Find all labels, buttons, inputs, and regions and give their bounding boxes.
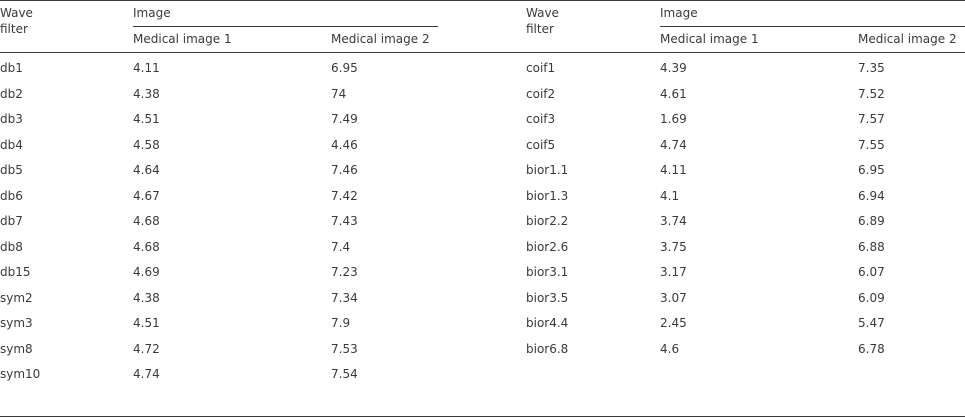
right-medical-image-2-cell: 6.94 <box>858 189 885 203</box>
left-wave-filter-cell: sym8 <box>0 342 33 356</box>
right-wave-filter-cell: coif5 <box>526 138 556 152</box>
right-wave-filter-cell: bior4.4 <box>526 316 569 330</box>
left-medical-image-2-header: Medical image 2 <box>331 32 430 46</box>
left-wave-filter-cell: db1 <box>0 61 23 75</box>
left-medical-image-2-cell: 7.34 <box>331 291 358 305</box>
right-wave-filter-cell: bior2.2 <box>526 214 569 228</box>
left-medical-image-1-cell: 4.72 <box>133 342 160 356</box>
right-medical-image-1-cell: 4.11 <box>660 163 687 177</box>
left-wave-filter-cell: db3 <box>0 112 23 126</box>
left-image-rule <box>133 26 438 27</box>
left-medical-image-2-cell: 7.9 <box>331 316 351 330</box>
left-medical-image-1-cell: 4.74 <box>133 367 160 381</box>
right-medical-image-2-cell: 7.55 <box>858 138 885 152</box>
left-medical-image-2-cell: 7.46 <box>331 163 358 177</box>
right-medical-image-1-cell: 4.61 <box>660 87 687 101</box>
right-wave-filter-cell: coif2 <box>526 87 556 101</box>
right-medical-image-2-cell: 6.09 <box>858 291 885 305</box>
right-medical-image-2-cell: 6.07 <box>858 265 885 279</box>
right-medical-image-1-cell: 4.1 <box>660 189 680 203</box>
left-medical-image-2-cell: 4.46 <box>331 138 358 152</box>
right-medical-image-1-cell: 1.69 <box>660 112 687 126</box>
left-medical-image-1-cell: 4.64 <box>133 163 160 177</box>
left-medical-image-2-cell: 7.23 <box>331 265 358 279</box>
right-wave-filter-cell: bior3.1 <box>526 265 569 279</box>
right-medical-image-1-cell: 3.75 <box>660 240 687 254</box>
left-image-header: Image <box>133 6 171 20</box>
right-wave-filter-cell: bior1.1 <box>526 163 569 177</box>
left-medical-image-1-cell: 4.51 <box>133 316 160 330</box>
right-medical-image-2-cell: 6.88 <box>858 240 885 254</box>
right-medical-image-1-cell: 4.6 <box>660 342 680 356</box>
left-medical-image-1-cell: 4.67 <box>133 189 160 203</box>
left-medical-image-2-cell: 74 <box>331 87 347 101</box>
right-medical-image-1-header: Medical image 1 <box>660 32 759 46</box>
left-filter-header: filter <box>0 22 28 36</box>
left-wave-filter-cell: db8 <box>0 240 23 254</box>
right-wave-filter-cell: bior2.6 <box>526 240 569 254</box>
right-wave-filter-cell: bior1.3 <box>526 189 569 203</box>
left-wave-header: Wave <box>0 6 33 20</box>
right-medical-image-2-cell: 6.95 <box>858 163 885 177</box>
left-wave-filter-cell: db4 <box>0 138 23 152</box>
left-wave-filter-cell: db6 <box>0 189 23 203</box>
left-medical-image-2-cell: 7.53 <box>331 342 358 356</box>
left-wave-filter-cell: db7 <box>0 214 23 228</box>
left-medical-image-2-cell: 7.54 <box>331 367 358 381</box>
left-medical-image-2-cell: 7.4 <box>331 240 351 254</box>
left-medical-image-1-cell: 4.69 <box>133 265 160 279</box>
right-wave-filter-cell: bior6.8 <box>526 342 569 356</box>
left-medical-image-1-cell: 4.38 <box>133 87 160 101</box>
left-medical-image-2-cell: 6.95 <box>331 61 358 75</box>
right-filter-header: filter <box>526 22 554 36</box>
left-medical-image-1-cell: 4.68 <box>133 214 160 228</box>
right-image-rule <box>660 26 965 27</box>
right-medical-image-2-cell: 7.35 <box>858 61 885 75</box>
header-bottom-rule <box>0 52 965 53</box>
right-medical-image-1-cell: 2.45 <box>660 316 687 330</box>
right-wave-filter-cell: coif1 <box>526 61 556 75</box>
right-wave-header: Wave <box>526 6 559 20</box>
right-medical-image-1-cell: 4.39 <box>660 61 687 75</box>
right-medical-image-1-cell: 3.17 <box>660 265 687 279</box>
right-medical-image-2-cell: 6.89 <box>858 214 885 228</box>
left-medical-image-1-cell: 4.11 <box>133 61 160 75</box>
right-medical-image-1-cell: 3.07 <box>660 291 687 305</box>
left-medical-image-1-header: Medical image 1 <box>133 32 232 46</box>
left-wave-filter-cell: db5 <box>0 163 23 177</box>
right-image-header: Image <box>660 6 698 20</box>
right-wave-filter-cell: coif3 <box>526 112 556 126</box>
left-medical-image-1-cell: 4.68 <box>133 240 160 254</box>
right-medical-image-2-cell: 7.52 <box>858 87 885 101</box>
right-wave-filter-cell: bior3.5 <box>526 291 569 305</box>
left-medical-image-1-cell: 4.38 <box>133 291 160 305</box>
bottom-rule <box>0 416 965 417</box>
left-medical-image-2-cell: 7.42 <box>331 189 358 203</box>
right-medical-image-2-cell: 6.78 <box>858 342 885 356</box>
left-wave-filter-cell: sym3 <box>0 316 33 330</box>
right-medical-image-2-header: Medical image 2 <box>858 32 957 46</box>
left-wave-filter-cell: db2 <box>0 87 23 101</box>
right-medical-image-1-cell: 4.74 <box>660 138 687 152</box>
top-rule <box>0 0 965 1</box>
left-wave-filter-cell: sym10 <box>0 367 41 381</box>
left-medical-image-1-cell: 4.51 <box>133 112 160 126</box>
right-medical-image-2-cell: 7.57 <box>858 112 885 126</box>
left-medical-image-2-cell: 7.49 <box>331 112 358 126</box>
left-wave-filter-cell: sym2 <box>0 291 33 305</box>
left-medical-image-2-cell: 7.43 <box>331 214 358 228</box>
right-medical-image-2-cell: 5.47 <box>858 316 885 330</box>
left-medical-image-1-cell: 4.58 <box>133 138 160 152</box>
right-medical-image-1-cell: 3.74 <box>660 214 687 228</box>
left-wave-filter-cell: db15 <box>0 265 31 279</box>
